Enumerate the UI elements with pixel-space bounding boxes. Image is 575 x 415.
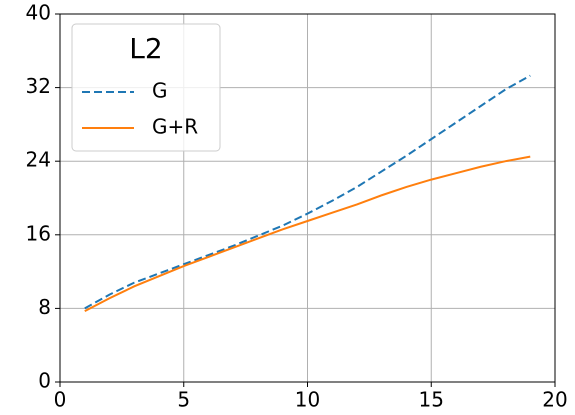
legend-title: L2 — [129, 32, 162, 65]
line-series — [84, 155, 531, 313]
legend: L2 G G+R — [71, 23, 221, 152]
x-tick-label: 20 — [542, 388, 567, 412]
x-tick-label: 5 — [177, 388, 190, 412]
legend-box — [71, 23, 221, 152]
y-tick-label: 32 — [26, 74, 51, 98]
y-tick-label: 16 — [26, 221, 51, 245]
y-tick-label: 40 — [26, 1, 51, 25]
plot — [84, 74, 531, 313]
ticks: 0 5 10 15 20 0 8 16 24 32 40 — [26, 1, 568, 412]
legend-label: G — [152, 79, 168, 103]
y-tick-label: 24 — [26, 148, 51, 172]
y-tick-label: 0 — [38, 369, 51, 393]
legend-label: G+R — [152, 115, 198, 139]
x-tick-label: 15 — [419, 388, 444, 412]
x-tick-label: 0 — [54, 388, 67, 412]
line-series — [84, 74, 531, 310]
x-tick-label: 10 — [295, 388, 320, 412]
y-tick-label: 8 — [38, 295, 51, 319]
